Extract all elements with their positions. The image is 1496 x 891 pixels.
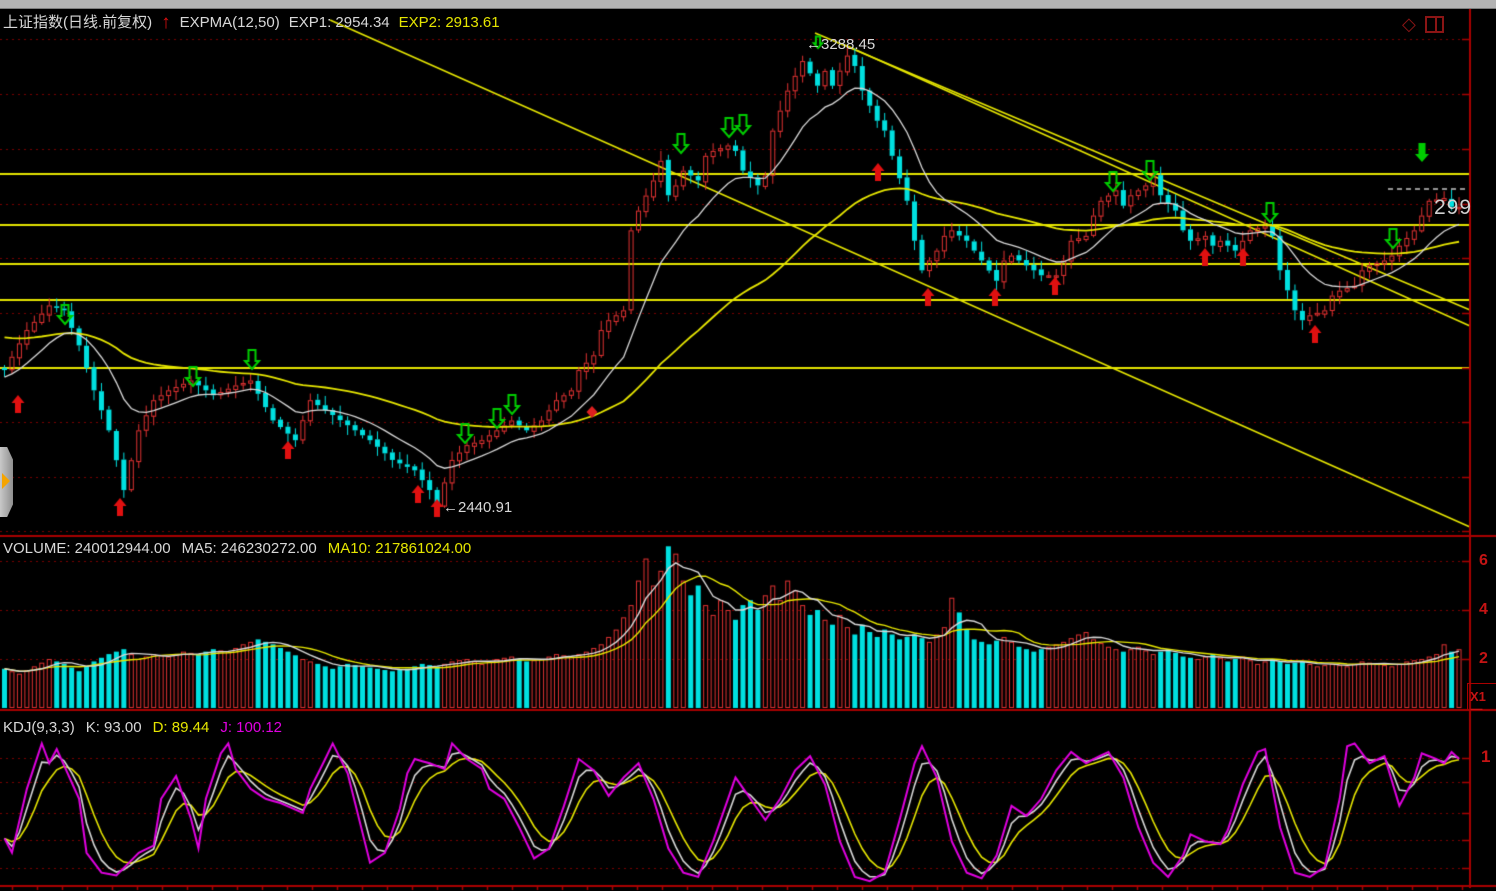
kdj-name[interactable]: KDJ(9,3,3) <box>3 719 75 736</box>
expand-arrow-icon <box>2 473 10 489</box>
kdj-j-value: J: 100.12 <box>220 719 283 736</box>
indicator-window-controls: ◇ <box>1402 15 1444 33</box>
volume-axis-unit-box: X1万 <box>1467 683 1496 710</box>
kdj-k-value: K: 93.00 <box>85 719 142 736</box>
volume-ma10-value: MA10: 217861024.00 <box>327 540 472 557</box>
volume-value: VOLUME: 240012944.00 <box>3 540 171 557</box>
kdj-header: KDJ(9,3,3) K: 93.00 D: 89.44 J: 100.12 <box>3 719 282 737</box>
window-top-strip <box>0 0 1496 9</box>
volume-axis-label-4: 4 <box>1479 601 1488 618</box>
volume-ma5-value: MA5: 246230272.00 <box>181 540 317 557</box>
diamond-icon[interactable]: ◇ <box>1402 14 1416 34</box>
kdj-d-value: D: 89.44 <box>152 719 210 736</box>
main-chart-header: 上证指数(日线.前复权) ↑ EXPMA(12,50) EXP1: 2954.3… <box>3 12 500 33</box>
exp1-value: EXP1: 2954.34 <box>288 14 390 31</box>
peak-price-label: ←3288.45 <box>806 36 876 53</box>
indicator-name[interactable]: EXPMA(12,50) <box>179 14 280 31</box>
up-arrow-icon: ↑ <box>161 12 171 33</box>
trough-price-label: ←2440.91 <box>443 499 513 516</box>
volume-axis-label-6: 6 <box>1479 552 1488 569</box>
exp2-value: EXP2: 2913.61 <box>398 14 500 31</box>
volume-axis-unit: X1万 <box>1470 689 1486 710</box>
window-restore-icon[interactable] <box>1424 15 1444 33</box>
kdj-axis-label: 1 <box>1481 747 1491 766</box>
volume-axis-label-2: 2 <box>1479 650 1488 667</box>
sidebar-expand-tab[interactable] <box>0 447 13 517</box>
last-price-label: 299 <box>1434 196 1473 219</box>
symbol-title: 上证指数(日线.前复权) <box>3 14 153 31</box>
volume-header: VOLUME: 240012944.00 MA5: 246230272.00 M… <box>3 540 471 558</box>
